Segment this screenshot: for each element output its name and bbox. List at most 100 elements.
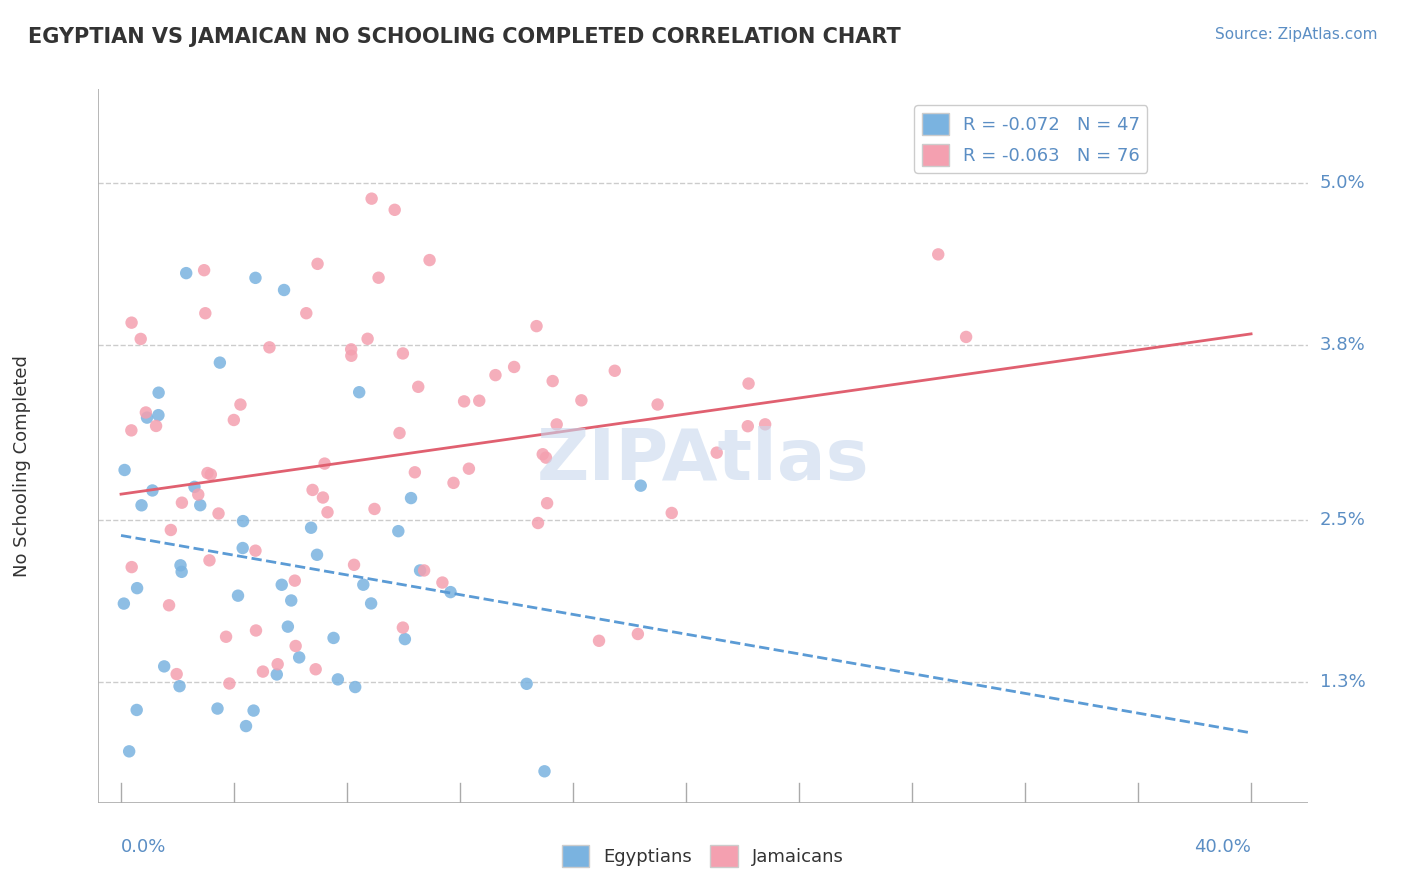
Point: [169, 558, 191, 573]
Point: [588, 633, 610, 648]
Point: [295, 306, 318, 320]
Point: [252, 665, 274, 679]
Point: [299, 521, 322, 535]
Point: [546, 417, 568, 432]
Point: [280, 593, 302, 607]
Point: [245, 624, 267, 638]
Point: [301, 483, 323, 497]
Point: [218, 676, 240, 690]
Point: [399, 491, 422, 505]
Point: [432, 575, 454, 590]
Point: [121, 316, 143, 330]
Point: [194, 306, 217, 320]
Point: [266, 657, 288, 672]
Point: [647, 398, 669, 412]
Point: [404, 465, 426, 479]
Point: [273, 283, 295, 297]
Point: [384, 202, 406, 217]
Point: [125, 703, 148, 717]
Point: [284, 639, 307, 653]
Text: 40.0%: 40.0%: [1194, 838, 1251, 855]
Point: [127, 581, 149, 595]
Point: [534, 450, 557, 465]
Point: [169, 679, 191, 693]
Point: [468, 393, 491, 408]
Point: [197, 466, 219, 480]
Point: [531, 447, 554, 461]
Point: [340, 349, 363, 363]
Point: [443, 475, 465, 490]
Point: [316, 505, 339, 519]
Text: 3.8%: 3.8%: [1320, 336, 1365, 354]
Point: [170, 496, 193, 510]
Point: [305, 548, 328, 562]
Point: [235, 719, 257, 733]
Point: [503, 359, 526, 374]
Point: [340, 343, 363, 357]
Text: ZIPAtlas: ZIPAtlas: [537, 425, 869, 495]
Point: [307, 257, 329, 271]
Text: No Schooling Completed: No Schooling Completed: [13, 355, 31, 577]
Point: [215, 630, 238, 644]
Point: [245, 543, 267, 558]
Point: [484, 368, 506, 383]
Point: [208, 356, 231, 370]
Point: [207, 701, 229, 715]
Point: [352, 578, 374, 592]
Point: [207, 507, 229, 521]
Point: [409, 564, 432, 578]
Point: [387, 524, 409, 538]
Point: [232, 514, 254, 528]
Point: [533, 764, 555, 779]
Point: [392, 346, 415, 360]
Point: [737, 419, 759, 434]
Point: [305, 662, 328, 676]
Text: 1.3%: 1.3%: [1320, 673, 1365, 690]
Point: [193, 263, 215, 277]
Point: [270, 578, 292, 592]
Point: [394, 632, 416, 646]
Point: [187, 487, 209, 501]
Point: [120, 423, 142, 437]
Point: [927, 247, 949, 261]
Point: [198, 553, 221, 567]
Point: [277, 620, 299, 634]
Point: [388, 425, 411, 440]
Point: [413, 564, 436, 578]
Point: [343, 558, 366, 572]
Point: [356, 332, 378, 346]
Point: [170, 565, 193, 579]
Point: [226, 589, 249, 603]
Point: [392, 621, 415, 635]
Point: [630, 478, 652, 492]
Point: [118, 744, 141, 758]
Point: [114, 463, 136, 477]
Point: [569, 393, 592, 408]
Point: [360, 597, 382, 611]
Point: [245, 270, 267, 285]
Text: 5.0%: 5.0%: [1320, 175, 1365, 193]
Point: [661, 506, 683, 520]
Point: [148, 408, 170, 422]
Point: [232, 541, 254, 555]
Point: [706, 445, 728, 459]
Point: [526, 319, 548, 334]
Point: [360, 192, 382, 206]
Point: [527, 516, 550, 530]
Point: [326, 673, 349, 687]
Point: [183, 480, 205, 494]
Point: [266, 667, 288, 681]
Point: [141, 483, 163, 498]
Point: [541, 374, 564, 388]
Point: [259, 340, 281, 354]
Point: [627, 627, 650, 641]
Point: [419, 253, 441, 268]
Point: [242, 704, 264, 718]
Point: [955, 330, 977, 344]
Point: [229, 398, 252, 412]
Point: [536, 496, 558, 510]
Legend: Egyptians, Jamaicans: Egyptians, Jamaicans: [555, 838, 851, 874]
Point: [174, 266, 197, 280]
Point: [603, 364, 626, 378]
Point: [148, 385, 170, 400]
